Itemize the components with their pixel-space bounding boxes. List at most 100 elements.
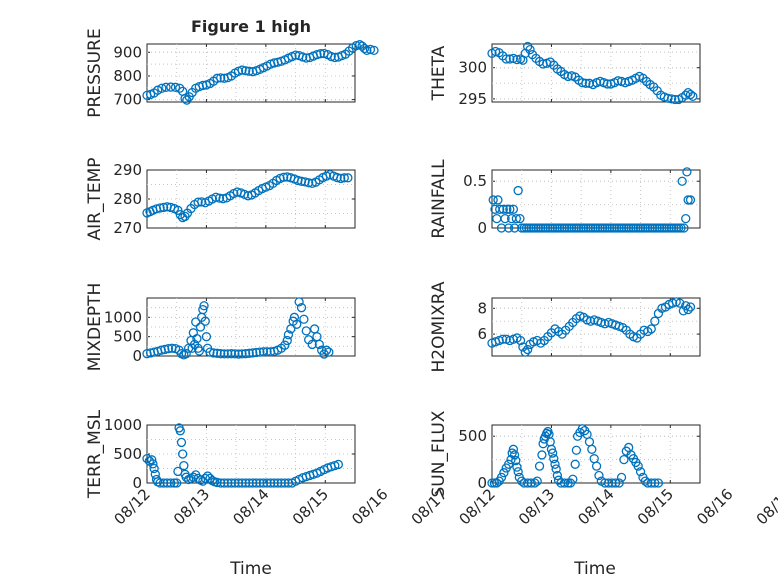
axes-box xyxy=(491,169,701,229)
data-point xyxy=(643,223,653,233)
data-point xyxy=(293,175,303,186)
data-point xyxy=(283,330,294,340)
data-point xyxy=(282,335,292,346)
data-point xyxy=(685,89,696,100)
data-point xyxy=(547,223,558,233)
data-point xyxy=(515,213,525,224)
data-point xyxy=(676,223,686,233)
data-point xyxy=(505,204,515,214)
data-point xyxy=(226,478,237,488)
axes-box xyxy=(491,43,701,103)
data-point xyxy=(172,478,182,488)
y-tick-label: 700 xyxy=(113,91,142,109)
data-point xyxy=(498,334,508,344)
data-point xyxy=(533,223,544,233)
data-point xyxy=(583,223,593,233)
data-point xyxy=(526,478,536,488)
data-point xyxy=(296,303,307,313)
subplot-rainfall: 0 0.5 RAINFALL xyxy=(429,159,701,239)
data-point xyxy=(605,223,615,233)
y-axis-label: SUN_FLUX xyxy=(429,410,449,497)
data-point xyxy=(571,223,582,233)
data-point xyxy=(223,478,233,488)
data-point xyxy=(296,176,307,186)
data-point xyxy=(233,349,244,359)
data-point xyxy=(600,223,610,233)
data-point xyxy=(559,478,570,488)
data-point xyxy=(181,472,191,482)
data-point xyxy=(241,478,251,488)
data-point xyxy=(230,349,240,359)
data-point xyxy=(162,478,172,488)
subplot-air_temp: 270 280 290 AIR_TEMP xyxy=(85,158,356,241)
data-point xyxy=(241,349,251,359)
data-point xyxy=(292,319,302,329)
data-point xyxy=(581,78,591,88)
data-point xyxy=(332,172,342,183)
data-point xyxy=(161,82,171,92)
data-point xyxy=(248,478,258,488)
data-point xyxy=(669,223,679,233)
data-point xyxy=(664,223,674,233)
data-point xyxy=(681,90,691,100)
data-point xyxy=(688,91,698,102)
data-point xyxy=(633,223,643,233)
data-point xyxy=(614,478,624,488)
data-point xyxy=(552,470,563,481)
x-tick-label: 08/13 xyxy=(515,485,558,528)
data-point xyxy=(142,453,152,464)
data-point xyxy=(160,344,170,355)
data-point xyxy=(163,344,174,354)
data-point xyxy=(199,301,209,311)
data-point xyxy=(531,223,541,233)
data-point xyxy=(677,176,687,186)
data-point xyxy=(336,173,346,184)
data-point xyxy=(200,316,210,326)
data-point xyxy=(512,462,522,472)
data-point xyxy=(212,73,222,83)
data-point xyxy=(559,223,570,233)
data-point xyxy=(545,223,555,233)
data-point xyxy=(509,223,520,233)
x-tick-label: 08/15 xyxy=(634,485,677,528)
data-point xyxy=(685,195,696,205)
data-point xyxy=(211,192,221,202)
data-point xyxy=(158,202,169,213)
data-point xyxy=(621,223,631,233)
data-point xyxy=(503,223,514,233)
data-point xyxy=(495,204,505,214)
data-point xyxy=(279,172,289,182)
data-point xyxy=(298,52,308,62)
data-point xyxy=(230,478,240,488)
data-point xyxy=(532,476,542,486)
data-point xyxy=(237,349,247,359)
data-point xyxy=(501,54,511,64)
data-point xyxy=(255,347,265,357)
data-point xyxy=(241,66,251,76)
data-point xyxy=(300,177,310,187)
y-tick-label: 800 xyxy=(113,67,142,85)
data-point xyxy=(635,467,646,477)
data-point xyxy=(645,223,655,233)
data-point xyxy=(666,223,677,233)
y-axis-label: H2OMIXRA xyxy=(429,281,449,372)
y-tick-label: 500 xyxy=(113,328,142,346)
data-point xyxy=(155,203,165,213)
data-point xyxy=(262,347,272,357)
data-point xyxy=(552,223,563,233)
axes-box xyxy=(491,424,701,484)
data-point xyxy=(251,478,261,488)
y-axis-label: RAINFALL xyxy=(429,159,449,239)
data-point xyxy=(175,210,185,220)
data-point xyxy=(216,478,226,488)
x-tick-label: 08/17 xyxy=(753,485,778,528)
data-point xyxy=(180,93,190,104)
data-point xyxy=(550,223,560,233)
data-point xyxy=(197,197,207,207)
data-point xyxy=(603,478,614,488)
data-point xyxy=(591,461,602,471)
data-point xyxy=(223,349,233,359)
data-point xyxy=(519,223,529,233)
y-axis-label: AIR_TEMP xyxy=(85,158,105,241)
